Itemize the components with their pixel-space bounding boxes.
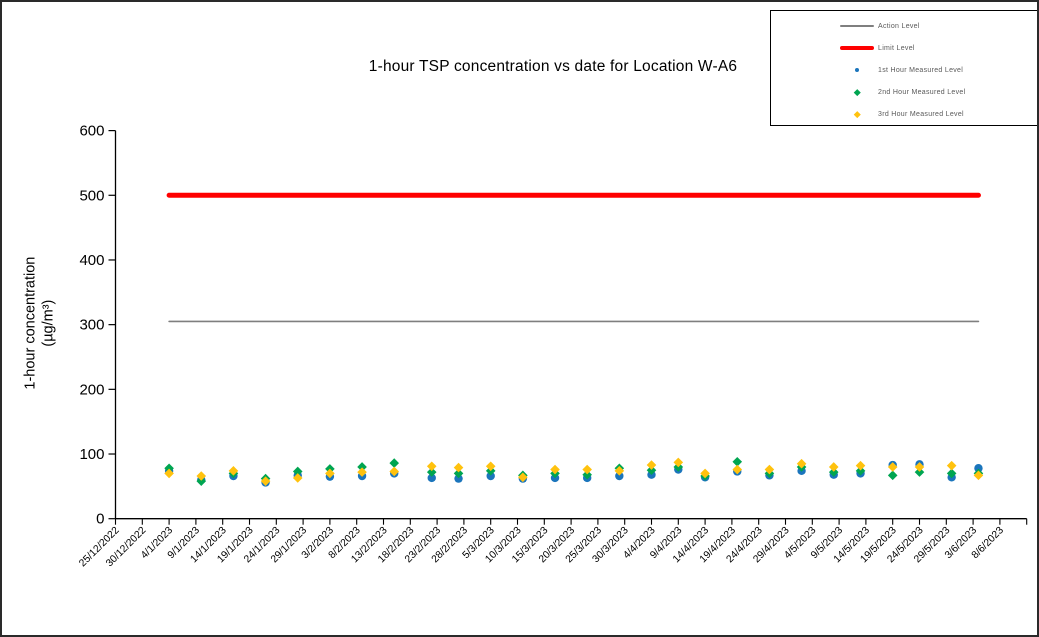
data-point-hour3 — [196, 471, 207, 481]
data-point-hour3 — [228, 466, 239, 476]
data-point-hour3 — [914, 462, 925, 472]
data-point-hour3 — [325, 468, 335, 479]
hour2-marker-icon — [853, 88, 861, 96]
data-point-hour3 — [614, 466, 625, 476]
data-point-hour2 — [389, 458, 400, 468]
data-point-hour1 — [486, 471, 495, 481]
data-point-hour3 — [764, 464, 775, 475]
data-point-hour3 — [855, 460, 866, 471]
data-point-hour3 — [550, 464, 560, 475]
data-point-hour3 — [453, 462, 464, 473]
y-tick-label: 400 — [79, 252, 104, 269]
y-tick-label: 200 — [79, 381, 104, 398]
data-point-hour2 — [426, 467, 437, 477]
legend-item-2nd-hour: 2nd Hour Measured Level — [771, 82, 1037, 102]
data-point-hour3 — [887, 462, 898, 472]
chart-title: 1-hour TSP concentration vs date for Loc… — [368, 58, 738, 75]
data-point-hour3 — [973, 470, 984, 481]
data-point-hour3 — [357, 467, 367, 477]
data-point-hour2 — [164, 463, 174, 474]
y-tick-label: 0 — [96, 511, 104, 528]
y-tick-label: 300 — [79, 317, 104, 334]
data-point-hour3 — [700, 468, 710, 479]
legend-item-1st-hour: 1st Hour Measured Level — [771, 60, 1037, 80]
legend-item-3rd-hour: 3rd Hour Measured Level — [771, 104, 1037, 124]
data-point-hour2 — [646, 465, 657, 475]
data-point-hour3 — [673, 457, 684, 468]
data-point-hour3 — [260, 476, 271, 486]
data-point-hour3 — [732, 464, 743, 475]
data-point-hour1 — [615, 471, 624, 481]
legend-label: Action Level — [878, 22, 920, 30]
data-point-hour1 — [454, 474, 463, 483]
legend-label: 2nd Hour Measured Level — [878, 88, 966, 96]
data-point-hour2 — [855, 466, 866, 476]
data-point-hour2 — [828, 467, 839, 477]
legend-item-limit-level: Limit Level — [771, 38, 1037, 58]
data-point-hour3 — [485, 461, 496, 472]
data-point-hour3 — [828, 462, 839, 472]
action-level-line-icon — [840, 24, 874, 28]
legend-label: 3rd Hour Measured Level — [878, 110, 964, 118]
data-point-hour2 — [357, 462, 367, 472]
data-point-hour2 — [582, 469, 592, 480]
y-tick-label: 600 — [79, 123, 104, 140]
legend-item-action-level: Action Level — [771, 16, 1037, 36]
data-point-hour3 — [389, 466, 400, 477]
hour1-marker-icon — [854, 67, 860, 73]
data-point-hour2 — [292, 466, 303, 477]
legend: Action Level Limit Level 1st Hour Measur… — [770, 10, 1037, 126]
limit-level-line-icon — [840, 46, 874, 50]
data-point-hour2 — [887, 470, 898, 481]
data-point-hour3 — [292, 473, 303, 483]
legend-label: 1st Hour Measured Level — [878, 66, 964, 74]
data-point-hour3 — [582, 464, 592, 475]
y-tick-label: 500 — [79, 187, 104, 204]
y-tick-label: 100 — [79, 446, 104, 463]
data-point-hour3 — [164, 468, 174, 479]
data-point-hour2 — [453, 468, 464, 479]
data-point-hour3 — [796, 458, 807, 469]
data-point-hour3 — [518, 472, 528, 483]
hour3-marker-icon — [853, 110, 861, 118]
data-point-hour3 — [426, 461, 437, 472]
legend-label: Limit Level — [878, 44, 915, 52]
data-point-hour3 — [946, 460, 957, 471]
data-point-hour2 — [914, 467, 925, 477]
data-point-hour3 — [646, 460, 657, 470]
data-point-hour2 — [196, 476, 207, 486]
data-point-hour2 — [946, 468, 957, 479]
data-point-hour2 — [732, 456, 743, 467]
data-point-hour1 — [427, 473, 436, 483]
data-point-hour1 — [974, 464, 983, 473]
